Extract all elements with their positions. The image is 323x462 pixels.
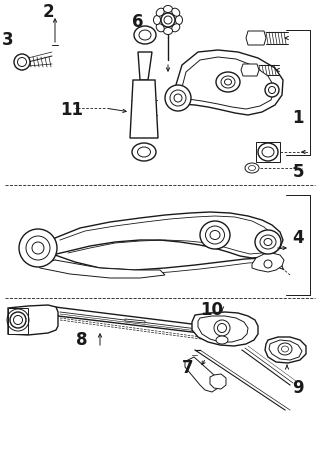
- Ellipse shape: [14, 54, 30, 70]
- Ellipse shape: [216, 72, 240, 92]
- Polygon shape: [45, 212, 283, 258]
- Text: 9: 9: [292, 379, 304, 397]
- Ellipse shape: [10, 312, 26, 328]
- Ellipse shape: [163, 6, 172, 12]
- Ellipse shape: [161, 13, 175, 27]
- Text: 3: 3: [2, 31, 14, 49]
- Ellipse shape: [172, 8, 180, 16]
- Ellipse shape: [214, 320, 230, 336]
- Polygon shape: [210, 374, 226, 389]
- Polygon shape: [38, 260, 165, 278]
- Ellipse shape: [17, 57, 26, 67]
- Text: 8: 8: [76, 331, 88, 349]
- Polygon shape: [246, 31, 266, 45]
- Ellipse shape: [248, 165, 255, 170]
- Ellipse shape: [138, 147, 151, 157]
- Polygon shape: [252, 253, 284, 272]
- Ellipse shape: [132, 143, 156, 161]
- Ellipse shape: [282, 346, 288, 352]
- Ellipse shape: [265, 83, 279, 97]
- Ellipse shape: [26, 236, 50, 260]
- Polygon shape: [256, 142, 280, 162]
- Ellipse shape: [139, 30, 151, 40]
- Ellipse shape: [224, 79, 232, 85]
- Ellipse shape: [170, 90, 186, 106]
- Ellipse shape: [163, 28, 172, 35]
- Polygon shape: [130, 80, 158, 138]
- Polygon shape: [55, 307, 242, 338]
- Polygon shape: [265, 337, 306, 363]
- Ellipse shape: [32, 242, 44, 254]
- Polygon shape: [269, 340, 302, 360]
- Ellipse shape: [153, 16, 161, 24]
- Polygon shape: [198, 316, 248, 342]
- Ellipse shape: [200, 221, 230, 249]
- Ellipse shape: [255, 230, 281, 254]
- Text: 6: 6: [132, 13, 144, 31]
- Text: 11: 11: [60, 101, 84, 119]
- Text: 2: 2: [42, 3, 54, 21]
- Polygon shape: [185, 357, 218, 392]
- Polygon shape: [8, 305, 58, 335]
- Ellipse shape: [174, 94, 182, 102]
- Ellipse shape: [278, 343, 292, 355]
- Polygon shape: [180, 57, 275, 109]
- Text: 7: 7: [182, 359, 194, 377]
- Ellipse shape: [156, 8, 164, 16]
- Ellipse shape: [156, 24, 164, 32]
- Ellipse shape: [260, 235, 276, 249]
- Ellipse shape: [14, 316, 23, 324]
- Text: 5: 5: [292, 163, 304, 181]
- Ellipse shape: [175, 16, 182, 24]
- Polygon shape: [125, 319, 145, 323]
- Ellipse shape: [268, 86, 276, 93]
- Ellipse shape: [210, 231, 220, 239]
- Ellipse shape: [264, 260, 272, 268]
- Ellipse shape: [262, 147, 274, 157]
- Ellipse shape: [221, 76, 235, 88]
- Ellipse shape: [264, 238, 272, 245]
- Ellipse shape: [205, 226, 224, 244]
- Ellipse shape: [134, 26, 156, 44]
- Polygon shape: [8, 308, 28, 334]
- Ellipse shape: [19, 229, 57, 267]
- Ellipse shape: [216, 336, 228, 344]
- Ellipse shape: [245, 163, 259, 173]
- Ellipse shape: [217, 323, 226, 333]
- Text: 10: 10: [201, 301, 224, 319]
- Ellipse shape: [258, 143, 278, 161]
- Polygon shape: [138, 52, 152, 80]
- Ellipse shape: [164, 16, 172, 24]
- Ellipse shape: [165, 85, 191, 111]
- Polygon shape: [192, 312, 258, 346]
- Polygon shape: [241, 64, 259, 76]
- Polygon shape: [172, 50, 283, 115]
- Text: 4: 4: [292, 229, 304, 247]
- Ellipse shape: [172, 24, 180, 32]
- Text: 1: 1: [292, 109, 304, 127]
